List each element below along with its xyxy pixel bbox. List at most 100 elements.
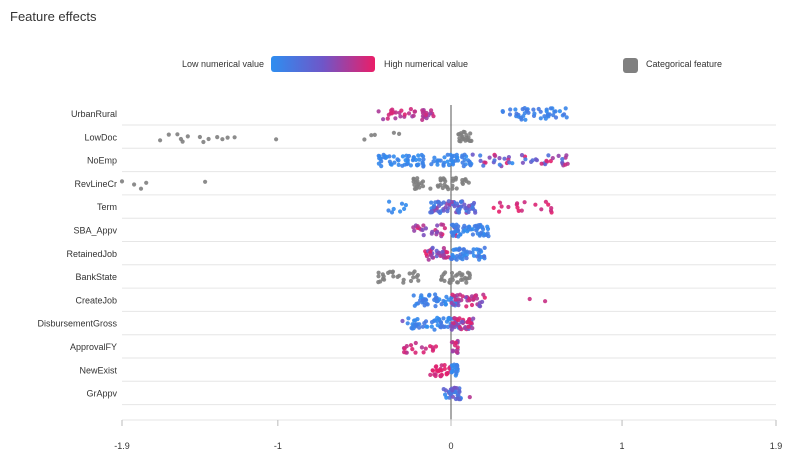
data-point (408, 343, 414, 348)
data-point (407, 271, 412, 276)
data-point (548, 106, 553, 111)
feature-label-createjob: CreateJob (75, 295, 117, 305)
data-point (387, 199, 392, 204)
data-point (543, 299, 548, 304)
data-point (430, 255, 435, 260)
data-point (468, 320, 473, 326)
data-point (439, 201, 444, 206)
data-point (421, 223, 426, 228)
data-point (522, 111, 527, 116)
data-point (445, 250, 450, 255)
data-point (405, 321, 410, 326)
data-point (381, 117, 386, 122)
data-point (455, 345, 460, 350)
data-point (382, 277, 387, 282)
data-point (440, 249, 445, 254)
data-point (460, 160, 465, 165)
data-point (453, 369, 458, 374)
data-point (450, 186, 455, 191)
data-point (557, 109, 563, 114)
x-tick-label: 1 (620, 441, 625, 451)
data-point (416, 153, 421, 158)
data-point (421, 154, 426, 159)
data-point (500, 109, 505, 114)
data-point (485, 231, 490, 236)
data-point (441, 163, 446, 168)
data-point (376, 280, 381, 285)
data-point (464, 252, 469, 257)
data-point (433, 372, 438, 377)
data-point (466, 180, 471, 185)
data-point (376, 274, 381, 279)
data-point (389, 210, 395, 215)
data-point (175, 132, 180, 137)
data-point (468, 163, 473, 168)
data-point (546, 153, 551, 158)
data-point (454, 186, 459, 191)
legend-categorical-label: Categorical feature (646, 59, 723, 69)
data-point (499, 204, 504, 209)
feature-points-approvalfy (401, 338, 460, 355)
data-point (185, 134, 190, 139)
data-point (539, 207, 544, 212)
data-point (428, 372, 433, 377)
data-point (429, 108, 434, 113)
data-point (464, 280, 469, 285)
data-point (473, 293, 478, 298)
data-point (466, 203, 472, 208)
data-point (197, 134, 202, 140)
data-point (464, 256, 469, 261)
data-point (436, 250, 442, 255)
data-point (485, 224, 490, 229)
data-point (450, 230, 455, 235)
data-point (453, 297, 458, 302)
feature-points-noemp (376, 152, 570, 169)
feature-points-retainedjob (423, 245, 487, 262)
data-point (460, 251, 465, 256)
data-point (548, 208, 554, 213)
data-point (441, 208, 446, 213)
data-point (418, 295, 423, 300)
feature-label-newexist: NewExist (79, 365, 117, 375)
data-point (459, 273, 464, 278)
data-point (476, 225, 481, 230)
data-point (468, 131, 473, 136)
data-point (470, 152, 475, 157)
data-point (402, 350, 407, 355)
data-point (551, 113, 556, 118)
data-point (444, 184, 449, 189)
data-point (441, 387, 446, 392)
x-tick-label: 1.9 (770, 441, 783, 451)
data-point (457, 325, 462, 330)
feature-label-grappv: GrAppv (86, 389, 117, 399)
data-point (206, 136, 211, 142)
data-point (442, 226, 447, 231)
data-point (408, 278, 414, 284)
data-point (497, 209, 502, 214)
data-point (534, 158, 540, 163)
data-point (386, 208, 391, 213)
data-point (497, 162, 502, 167)
data-point (527, 296, 532, 302)
data-point (465, 270, 471, 275)
data-point (550, 156, 555, 161)
data-point (519, 153, 525, 158)
data-point (479, 230, 484, 235)
data-point (466, 324, 471, 329)
data-point (420, 114, 425, 119)
data-point (487, 155, 492, 160)
data-point (416, 278, 421, 283)
data-point (225, 135, 230, 140)
data-point (455, 280, 460, 285)
data-point (376, 270, 381, 275)
data-point (532, 111, 537, 116)
data-point (439, 277, 444, 282)
data-point (425, 324, 430, 329)
data-point (455, 363, 460, 368)
data-point (419, 345, 424, 350)
data-point (392, 160, 397, 165)
x-tick-label: -1.9 (114, 441, 130, 451)
data-point (443, 302, 448, 307)
data-point (393, 116, 398, 121)
data-point (454, 257, 459, 262)
